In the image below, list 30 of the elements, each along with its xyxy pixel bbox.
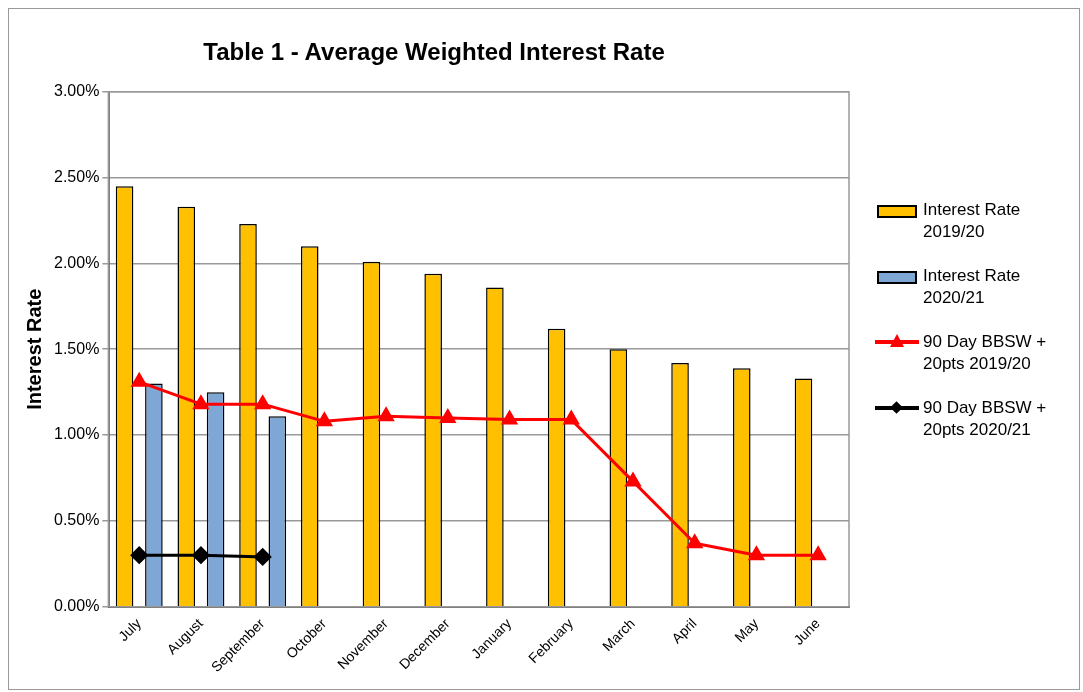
y-tick-label: 2.00%: [53, 253, 100, 271]
x-tick-label: May: [731, 615, 762, 646]
point: [748, 546, 764, 561]
point: [192, 546, 210, 564]
x-tick-label: July: [115, 615, 145, 645]
legend-label: 90 Day BBSW + 20pts 2020/21: [923, 397, 1048, 441]
point: [254, 548, 272, 566]
y-axis-title: Interest Rate: [22, 288, 45, 410]
y-tick-label: 0.50%: [53, 511, 100, 529]
point: [193, 395, 209, 410]
point: [130, 546, 148, 564]
y-tick-label: 0.00%: [53, 597, 100, 615]
y-tick-label: 3.00%: [53, 82, 100, 100]
legend-label: Interest Rate 2020/21: [923, 265, 1022, 309]
point: [563, 411, 579, 425]
point: [316, 412, 332, 427]
point: [131, 373, 147, 387]
point: [810, 546, 826, 561]
point: [440, 409, 456, 423]
chart-title: Table 1 - Average Weighted Interest Rate: [203, 38, 665, 66]
y-tick-label: 1.00%: [53, 425, 100, 443]
point: [501, 411, 518, 425]
point: [378, 407, 394, 422]
point: [255, 395, 271, 410]
y-tick-label: 2.50%: [53, 168, 100, 186]
legend-label: Interest Rate 2019/20: [923, 199, 1022, 243]
y-tick-label: 1.50%: [53, 339, 100, 357]
legend-label: 90 Day BBSW + 20pts 2019/20: [923, 331, 1048, 375]
point: [687, 534, 703, 549]
point: [625, 472, 641, 487]
